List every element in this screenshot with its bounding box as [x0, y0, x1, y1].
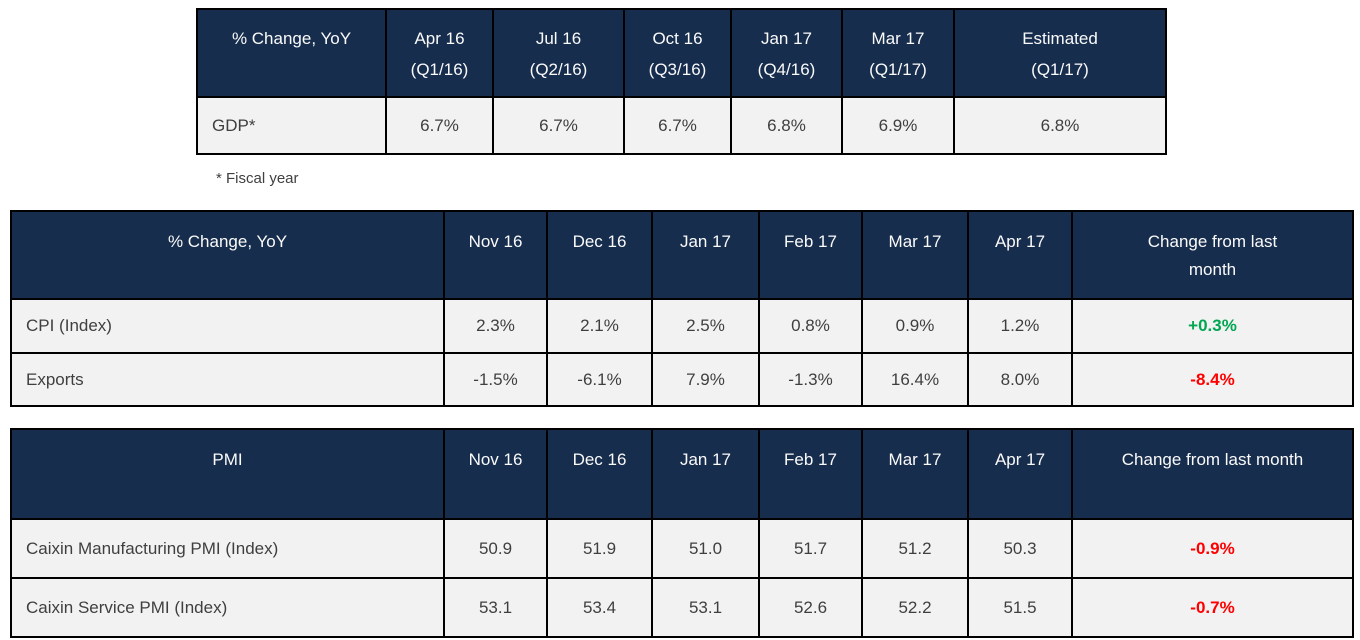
caixin-manufacturing-label: Caixin Manufacturing PMI (Index) — [10, 518, 445, 579]
pmi-header-dec16: Dec 16 — [546, 428, 653, 520]
gdp-header-oct16: Oct 16 (Q3/16) — [623, 8, 732, 98]
cpi-value: 0.8% — [758, 298, 863, 354]
caixin-service-value: 53.4 — [546, 577, 653, 638]
gdp-value: 6.8% — [953, 96, 1167, 155]
yoy-header-title: % Change, YoY — [10, 210, 445, 300]
gdp-table: % Change, YoY Apr 16 (Q1/16) Jul 16 (Q2/… — [196, 8, 1167, 155]
caixin-manufacturing-row: Caixin Manufacturing PMI (Index) 50.9 51… — [10, 518, 1354, 579]
gdp-header-mar17: Mar 17 (Q1/17) — [841, 8, 955, 98]
pmi-header-nov16: Nov 16 — [443, 428, 548, 520]
yoy-header-dec16: Dec 16 — [546, 210, 653, 300]
pmi-header-apr17: Apr 17 — [967, 428, 1073, 520]
pmi-table: PMI Nov 16 Dec 16 Jan 17 Feb 17 Mar 17 A… — [10, 428, 1354, 638]
caixin-manufacturing-value: 51.7 — [758, 518, 863, 579]
pmi-header-mar17: Mar 17 — [861, 428, 969, 520]
gdp-value: 6.9% — [841, 96, 955, 155]
caixin-manufacturing-value: 51.0 — [651, 518, 760, 579]
yoy-header-row: % Change, YoY Nov 16 Dec 16 Jan 17 Feb 1… — [10, 210, 1354, 300]
header-line: Estimated — [1022, 29, 1098, 48]
caixin-manufacturing-value: 50.3 — [967, 518, 1073, 579]
yoy-header-nov16: Nov 16 — [443, 210, 548, 300]
cpi-value: 1.2% — [967, 298, 1073, 354]
exports-value: -6.1% — [546, 352, 653, 407]
pmi-header-jan17: Jan 17 — [651, 428, 760, 520]
pmi-header-row: PMI Nov 16 Dec 16 Jan 17 Feb 17 Mar 17 A… — [10, 428, 1354, 520]
caixin-manufacturing-value: 51.9 — [546, 518, 653, 579]
gdp-value: 6.8% — [730, 96, 843, 155]
header-line: (Q3/16) — [648, 60, 707, 79]
pmi-header-feb17: Feb 17 — [758, 428, 863, 520]
gdp-value: 6.7% — [623, 96, 732, 155]
caixin-service-value: 51.5 — [967, 577, 1073, 638]
cpi-value: 2.1% — [546, 298, 653, 354]
gdp-header-estimated: Estimated (Q1/17) — [953, 8, 1167, 98]
header-line: Mar 17 — [871, 29, 925, 48]
caixin-service-label: Caixin Service PMI (Index) — [10, 577, 445, 638]
gdp-header-title: % Change, YoY — [196, 8, 387, 98]
exports-value: 8.0% — [967, 352, 1073, 407]
exports-row-label: Exports — [10, 352, 445, 407]
gdp-value: 6.7% — [492, 96, 625, 155]
header-line: Jan 17 — [760, 29, 813, 48]
pmi-header-title: PMI — [10, 428, 445, 520]
gdp-header-jan17: Jan 17 (Q4/16) — [730, 8, 843, 98]
header-line: (Q1/16) — [410, 60, 469, 79]
header-line: (Q1/17) — [869, 60, 927, 79]
exports-value: -1.3% — [758, 352, 863, 407]
caixin-manufacturing-value: 51.2 — [861, 518, 969, 579]
header-line: (Q2/16) — [529, 60, 588, 79]
cpi-change-value: +0.3% — [1071, 298, 1354, 354]
cpi-value: 2.3% — [443, 298, 548, 354]
gdp-row: GDP* 6.7% 6.7% 6.7% 6.8% 6.9% 6.8% — [196, 96, 1167, 155]
pmi-header-change: Change from last month — [1071, 428, 1354, 520]
header-line: Change from last month — [1147, 232, 1278, 279]
caixin-service-row: Caixin Service PMI (Index) 53.1 53.4 53.… — [10, 577, 1354, 638]
caixin-manufacturing-value: 50.9 — [443, 518, 548, 579]
cpi-row: CPI (Index) 2.3% 2.1% 2.5% 0.8% 0.9% 1.2… — [10, 298, 1354, 354]
caixin-service-value: 53.1 — [651, 577, 760, 638]
header-line: Jul 16 — [535, 29, 582, 48]
caixin-service-change-value: -0.7% — [1071, 577, 1354, 638]
exports-value: 7.9% — [651, 352, 760, 407]
header-line: (Q1/17) — [1031, 60, 1089, 79]
caixin-service-value: 52.6 — [758, 577, 863, 638]
caixin-service-value: 53.1 — [443, 577, 548, 638]
gdp-header-row: % Change, YoY Apr 16 (Q1/16) Jul 16 (Q2/… — [196, 8, 1167, 98]
gdp-header-jul16: Jul 16 (Q2/16) — [492, 8, 625, 98]
exports-row: Exports -1.5% -6.1% 7.9% -1.3% 16.4% 8.0… — [10, 352, 1354, 407]
caixin-service-value: 52.2 — [861, 577, 969, 638]
yoy-header-feb17: Feb 17 — [758, 210, 863, 300]
yoy-header-mar17: Mar 17 — [861, 210, 969, 300]
yoy-table: % Change, YoY Nov 16 Dec 16 Jan 17 Feb 1… — [10, 210, 1354, 407]
exports-value: -1.5% — [443, 352, 548, 407]
exports-change-value: -8.4% — [1071, 352, 1354, 407]
yoy-header-change: Change from last month — [1071, 210, 1354, 300]
header-line: Oct 16 — [652, 29, 703, 48]
caixin-manufacturing-change-value: -0.9% — [1071, 518, 1354, 579]
gdp-header-apr16: Apr 16 (Q1/16) — [385, 8, 494, 98]
cpi-value: 0.9% — [861, 298, 969, 354]
cpi-value: 2.5% — [651, 298, 760, 354]
header-line: Apr 16 — [414, 29, 465, 48]
header-line: (Q4/16) — [757, 60, 816, 79]
yoy-header-apr17: Apr 17 — [967, 210, 1073, 300]
gdp-row-label: GDP* — [196, 96, 387, 155]
yoy-header-jan17: Jan 17 — [651, 210, 760, 300]
exports-value: 16.4% — [861, 352, 969, 407]
gdp-value: 6.7% — [385, 96, 494, 155]
fiscal-year-footnote: * Fiscal year — [216, 170, 299, 187]
cpi-row-label: CPI (Index) — [10, 298, 445, 354]
